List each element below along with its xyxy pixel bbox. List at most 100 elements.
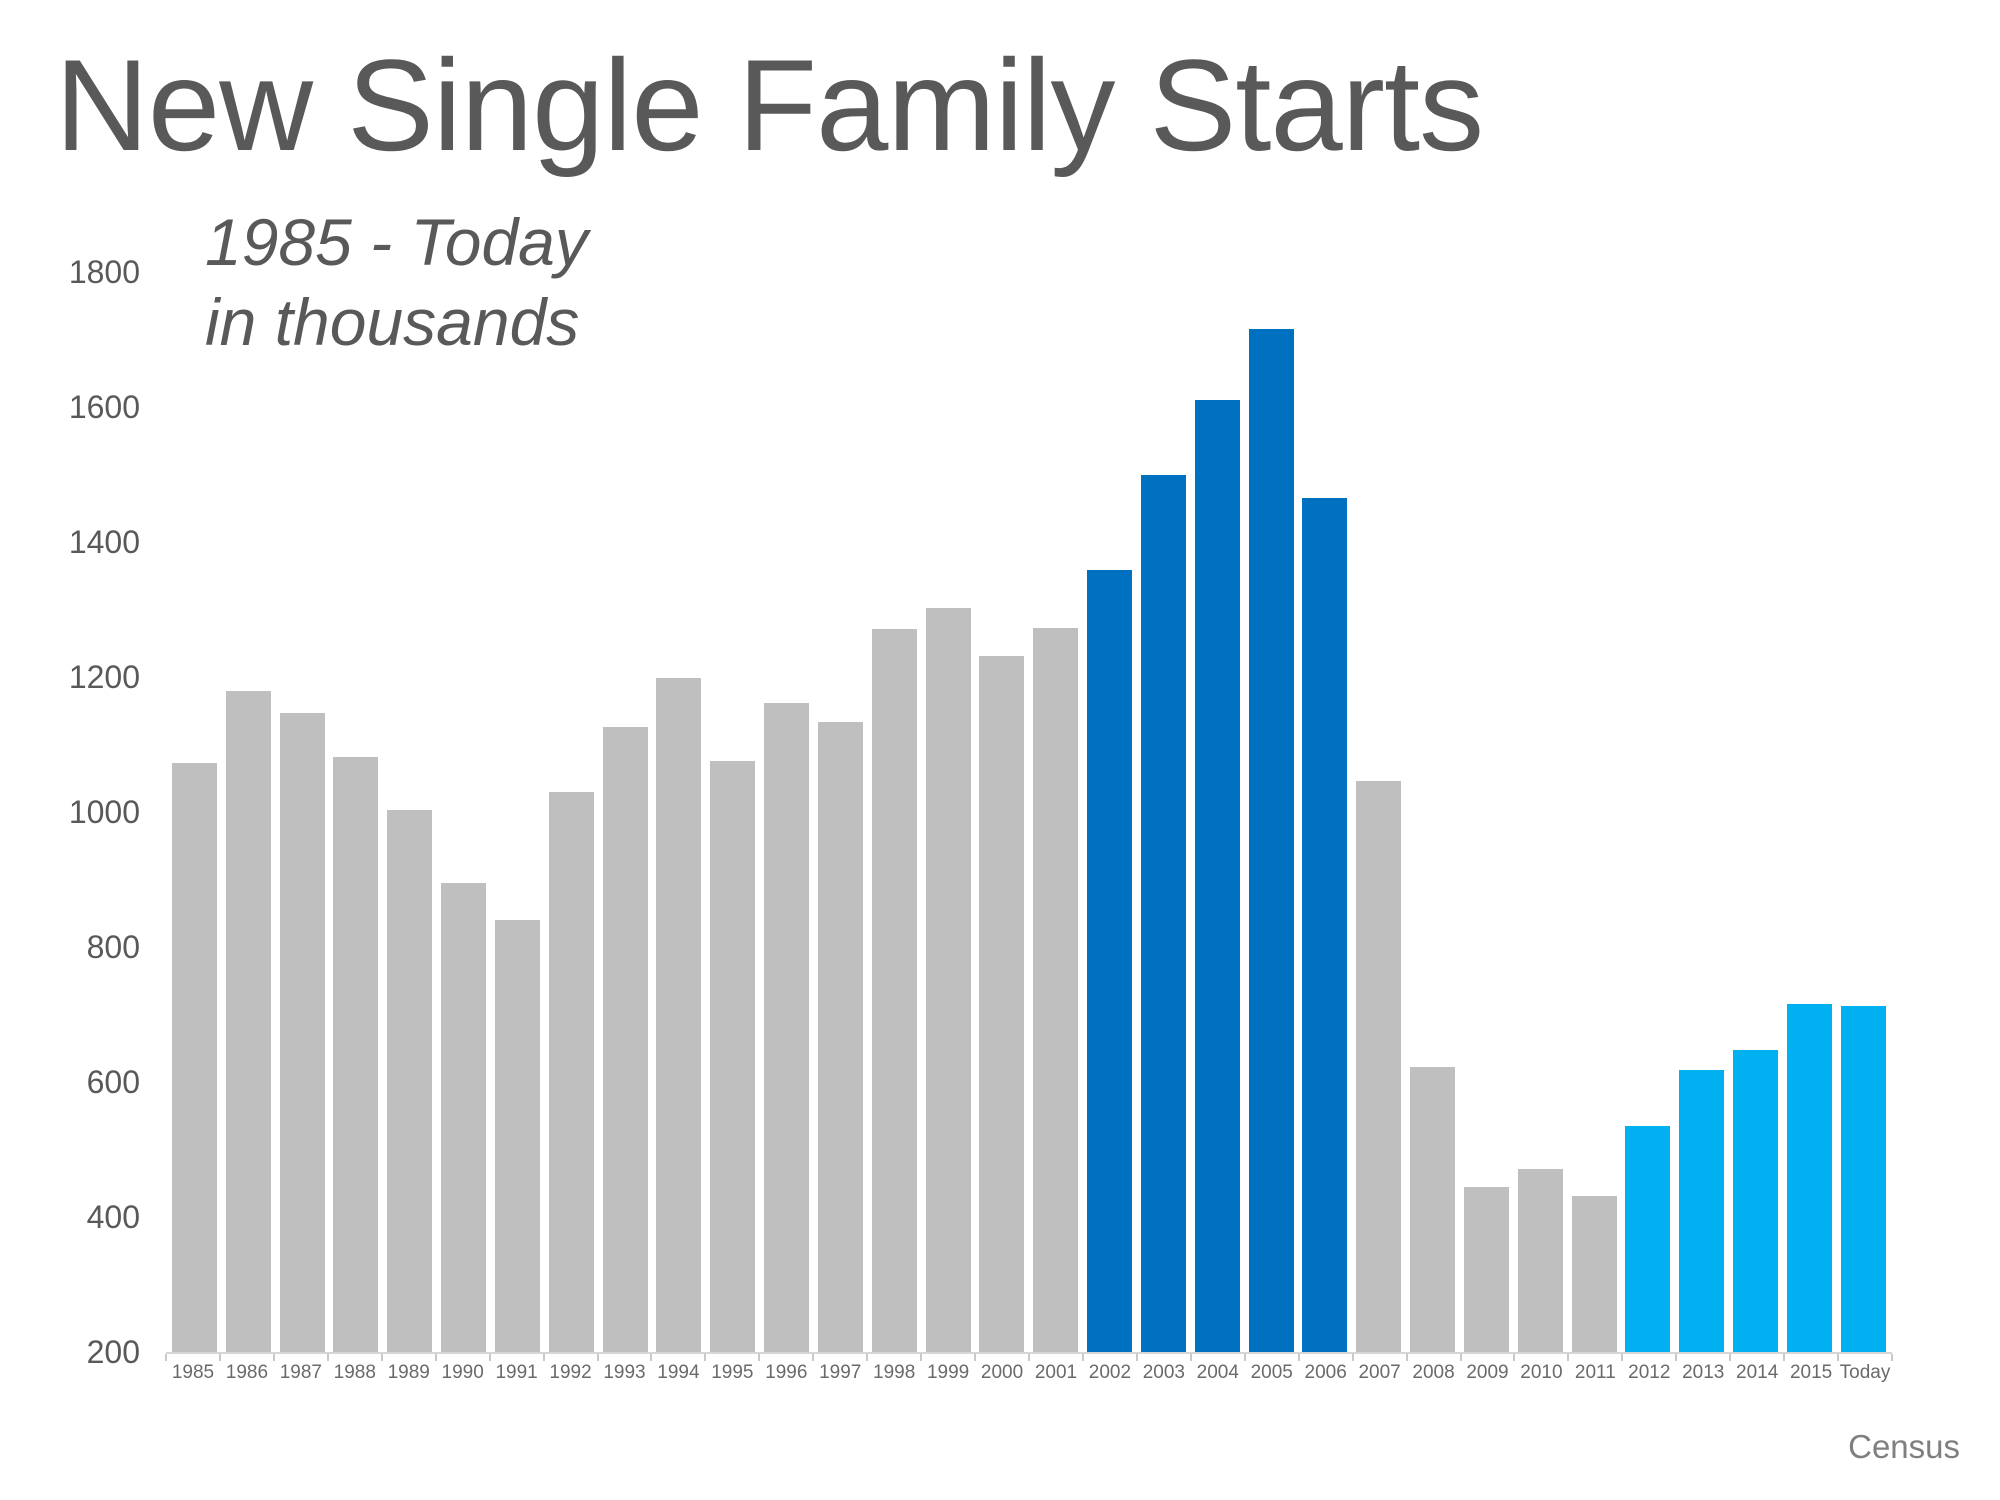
x-axis-tick-mark — [974, 1354, 977, 1361]
x-axis-tick-mark — [1459, 1354, 1462, 1361]
x-axis-tick-mark — [1351, 1354, 1354, 1361]
x-axis-label-2002: 2002 — [1088, 1362, 1132, 1383]
y-axis-label-1200: 1200 — [68, 659, 140, 695]
x-axis-label-2008: 2008 — [1412, 1362, 1455, 1383]
bar-2010 — [1517, 1169, 1563, 1352]
bar-1999 — [925, 608, 971, 1352]
x-axis-label-1991: 1991 — [495, 1362, 538, 1383]
bar-2007 — [1356, 780, 1402, 1352]
x-axis-tick-mark — [165, 1354, 167, 1361]
x-axis-label-1990: 1990 — [441, 1362, 484, 1383]
x-axis-label-1999: 1999 — [926, 1362, 970, 1383]
bar-2012 — [1625, 1125, 1671, 1352]
x-axis-tick-mark — [1891, 1354, 1893, 1361]
x-axis-tick-mark — [1028, 1354, 1030, 1361]
x-axis-label-2004: 2004 — [1196, 1362, 1239, 1383]
x-axis-label-1994: 1994 — [657, 1362, 700, 1383]
bar-2008 — [1410, 1067, 1456, 1352]
bar-2002 — [1087, 569, 1133, 1352]
x-axis-label-2012: 2012 — [1628, 1362, 1671, 1383]
chart-subtitle: 1985 - Today in thousands — [205, 202, 588, 362]
bar-2003 — [1140, 475, 1186, 1352]
x-axis-label-2013: 2013 — [1682, 1362, 1725, 1383]
bar-Today — [1840, 1005, 1886, 1352]
bar-1992 — [548, 791, 594, 1352]
bar-1985 — [172, 763, 217, 1352]
bar-2011 — [1571, 1196, 1617, 1352]
x-axis-tick-mark — [326, 1354, 329, 1361]
x-axis-tick-mark — [218, 1354, 221, 1361]
bar-1989 — [387, 809, 433, 1352]
y-axis-label-1600: 1600 — [68, 389, 140, 425]
bar-2005 — [1248, 328, 1294, 1352]
source-label: Census — [1848, 1428, 1960, 1465]
x-axis-tick-mark — [758, 1354, 761, 1361]
x-axis-label-2005: 2005 — [1250, 1362, 1293, 1383]
page-title: New Single Family Starts — [55, 32, 1484, 178]
x-axis-label-2014: 2014 — [1736, 1362, 1779, 1383]
x-axis-tick-mark — [704, 1354, 707, 1361]
x-axis-label-1995: 1995 — [711, 1362, 754, 1383]
bar-2009 — [1463, 1186, 1509, 1352]
x-axis-tick-mark — [1243, 1354, 1246, 1361]
x-axis-tick-mark — [650, 1354, 653, 1361]
bar-1994 — [656, 678, 702, 1352]
x-axis-tick-mark — [1621, 1354, 1624, 1361]
x-axis-tick-mark — [488, 1354, 491, 1361]
x-axis-label-1992: 1992 — [549, 1362, 592, 1383]
bar-series — [172, 272, 1886, 1352]
y-axis-label-1000: 1000 — [68, 794, 140, 830]
x-axis-tick-mark — [1567, 1354, 1570, 1361]
x-axis-tick-mark — [812, 1354, 815, 1361]
y-axis-label-1800: 1800 — [68, 254, 140, 290]
y-axis-label-800: 800 — [86, 929, 140, 965]
bar-1998 — [871, 629, 917, 1352]
x-axis-label-1996: 1996 — [765, 1362, 808, 1383]
x-axis-label-2010: 2010 — [1520, 1362, 1563, 1383]
x-axis-tick-mark — [866, 1354, 869, 1361]
bar-2001 — [1033, 627, 1079, 1352]
x-axis-tick-mark — [380, 1354, 383, 1361]
x-axis-tick-mark — [1729, 1354, 1732, 1361]
y-axis-label-1400: 1400 — [68, 524, 140, 560]
bar-1997 — [817, 721, 863, 1352]
x-axis-tick-mark — [1405, 1354, 1408, 1361]
x-axis-label-1997: 1997 — [819, 1362, 862, 1383]
x-axis-tick-mark — [1081, 1354, 1084, 1361]
x-axis-tick-mark — [1297, 1354, 1300, 1361]
x-axis-label-1987: 1987 — [279, 1362, 322, 1383]
x-axis-tick-mark — [434, 1354, 437, 1361]
x-axis-label-2000: 2000 — [980, 1362, 1024, 1383]
x-axis-tick-mark — [1189, 1354, 1192, 1361]
y-axis-label-200: 200 — [86, 1334, 140, 1370]
x-axis-label-2003: 2003 — [1142, 1362, 1185, 1383]
x-axis-label-2015: 2015 — [1789, 1362, 1833, 1383]
x-axis-label-2011: 2011 — [1574, 1362, 1616, 1383]
bar-2000 — [979, 656, 1025, 1352]
x-axis-tick-mark — [272, 1354, 275, 1361]
x-axis-tick-mark — [1837, 1354, 1840, 1361]
x-axis-tick-mark — [1135, 1354, 1138, 1361]
x-axis-line — [166, 1352, 1892, 1354]
x-axis-label-1986: 1986 — [225, 1362, 269, 1383]
bar-1991 — [494, 920, 540, 1352]
subtitle-line-2: in thousands — [205, 285, 580, 359]
x-axis-labels: 1985 1986 1987 1988 1989 1990 1991 1992 1993 1994… — [166, 1362, 1892, 1384]
bar-2014 — [1733, 1049, 1779, 1352]
x-axis-tick-mark — [1675, 1354, 1678, 1361]
bar-1995 — [710, 760, 756, 1352]
x-axis-label-2006: 2006 — [1304, 1362, 1347, 1383]
x-axis-label-1993: 1993 — [603, 1362, 646, 1383]
bar-1986 — [225, 691, 271, 1352]
x-axis-label-1985: 1985 — [171, 1362, 215, 1383]
y-axis-label-600: 600 — [86, 1064, 140, 1100]
bar-1996 — [764, 703, 810, 1352]
x-axis-tick-mark — [1783, 1354, 1786, 1361]
bar-1990 — [441, 882, 487, 1352]
x-axis-tick-mark — [542, 1354, 545, 1361]
x-axis-label-Today: Today — [1839, 1362, 1891, 1383]
x-axis-label-1998: 1998 — [873, 1362, 916, 1383]
x-axis-label-2009: 2009 — [1466, 1362, 1509, 1383]
bar-2013 — [1679, 1069, 1725, 1352]
